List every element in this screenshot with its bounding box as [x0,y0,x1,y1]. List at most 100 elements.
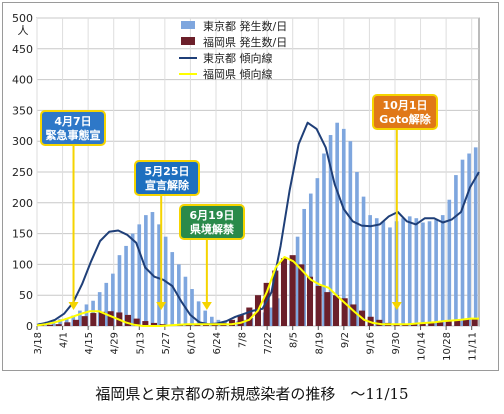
bar-tokyo [111,273,115,326]
bar-tokyo [130,233,135,326]
bar-fukuoka [332,295,340,326]
y-tick-label: 450 [12,43,33,56]
y-tick-label: 50 [19,289,33,302]
bar-fukuoka [228,319,236,326]
bar-fukuoka [90,313,97,326]
bar-tokyo [467,153,471,326]
x-tick-label: 7/22 [263,332,274,354]
legend-label: 福岡県 発生数/日 [203,35,287,49]
bar-tokyo [315,178,320,326]
bar-tokyo [440,215,445,326]
annotation-arrowhead [68,302,79,310]
x-tick-label: 3/18 [33,332,44,354]
bar-fukuoka [263,282,270,326]
x-tick-label: 5/13 [135,332,146,354]
bar-tokyo [368,215,372,326]
bar-fukuoka [324,292,331,326]
bar-tokyo [295,236,300,326]
bar-tokyo [117,255,122,326]
bar-fukuoka [142,321,149,326]
x-tick-label: 4/29 [110,332,121,354]
x-tick-label: 9/16 [365,332,376,354]
y-tick-label: 400 [12,74,33,87]
x-tick-label: 11/11 [468,332,479,361]
annotation-label: 10月1日 [383,99,428,112]
bar-tokyo [190,289,194,326]
bar-tokyo [150,212,155,326]
bar-fukuoka [246,307,253,326]
bar-fukuoka [237,314,244,326]
bar-tokyo [434,220,438,326]
bar-fukuoka [272,270,279,326]
bar-tokyo [335,122,339,326]
bar-fukuoka [428,322,435,326]
bar-tokyo [388,227,392,326]
bar-fukuoka [124,314,132,326]
bar-tokyo [322,153,326,326]
x-tick-label: 5/27 [161,332,172,354]
x-tick-label: 8/19 [314,332,325,354]
bar-tokyo [177,264,181,326]
bar-fukuoka [55,324,62,326]
bar-tokyo [242,319,247,326]
bar-fukuoka [471,318,478,326]
bar-fukuoka [107,311,114,326]
x-tick-label: 7/8 [238,332,249,348]
x-tick-label: 10/14 [417,332,428,361]
annotation-arrowhead [156,302,167,310]
x-tick-label: 8/5 [289,332,300,348]
x-tick-label: 6/10 [186,332,197,354]
bar-fukuoka [454,319,461,326]
bar-tokyo [473,147,478,326]
bar-tokyo [454,175,458,326]
bar-tokyo [97,292,102,326]
annotation-label: 宣言解除 [145,178,190,192]
bar-tokyo [361,196,366,326]
annotation-label: 県境解禁 [190,222,234,236]
bar-fukuoka [133,318,140,326]
bar-tokyo [447,199,452,326]
y-tick-label: 350 [12,104,33,117]
legend-label: 東京都 発生数/日 [203,19,287,33]
bar-tokyo [407,216,412,326]
annotation-box [372,94,438,130]
x-tick-label: 4/1 [59,332,70,348]
bar-tokyo [381,221,386,326]
bar-tokyo [196,301,201,326]
annotation-label: Goto解除 [379,112,431,126]
bar-tokyo [170,252,175,326]
bar-tokyo [203,310,208,326]
bar-fukuoka [72,319,80,326]
annotation-label: 5月25日 [145,165,190,178]
x-tick-label: 4/15 [84,332,95,354]
bar-tokyo [124,245,128,326]
bar-tokyo [137,224,142,326]
bar-tokyo [84,304,89,326]
bar-tokyo [64,317,69,326]
bar-fukuoka [289,255,296,326]
bar-tokyo [328,135,333,326]
bar-fukuoka [280,258,288,326]
bar-tokyo [348,141,353,326]
annotation-label: 6月19日 [190,209,235,222]
y-tick-label: 200 [12,197,33,210]
bar-tokyo [401,218,405,326]
bar-fukuoka [410,324,418,326]
legend-swatch [181,21,195,29]
y-tick-label: 0 [26,320,33,333]
y-tick-label: 250 [12,166,33,179]
bar-fukuoka [81,316,88,326]
bar-fukuoka [64,322,71,326]
annotation-box [40,110,106,146]
bar-fukuoka [436,322,444,326]
bar-tokyo [210,316,214,326]
bar-tokyo [308,193,313,326]
bar-fukuoka [315,285,322,326]
x-tick-label: 6/24 [212,332,223,354]
x-tick-label: 9/2 [340,332,351,348]
annotation-box [179,204,245,240]
bar-fukuoka [150,322,158,326]
y-unit-label: 人 [18,24,29,37]
bar-tokyo [355,172,359,326]
